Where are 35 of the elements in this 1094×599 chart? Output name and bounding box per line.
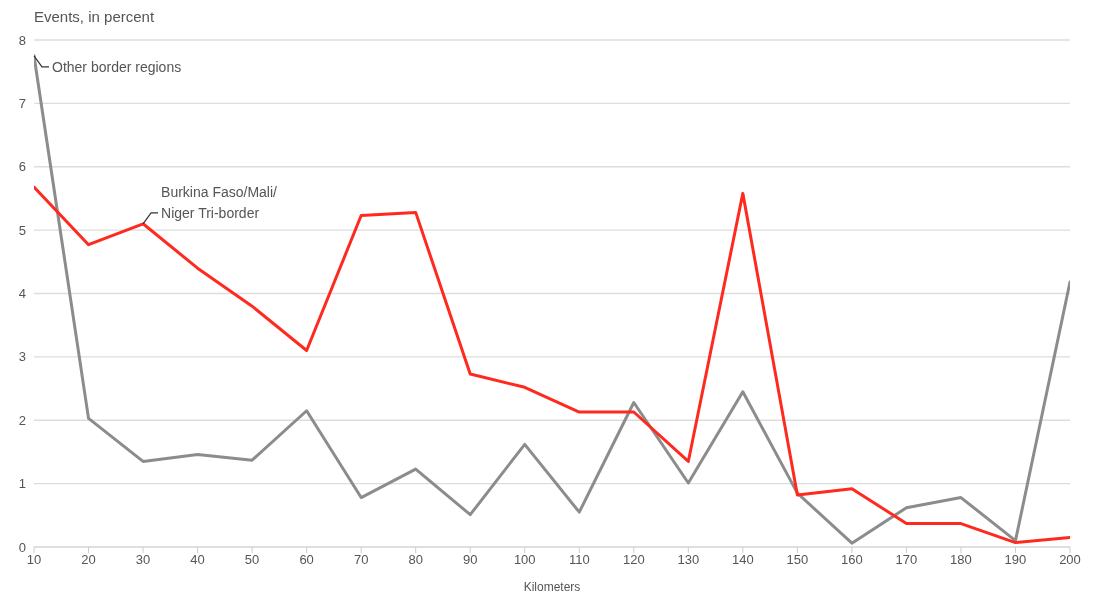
x-tick-label: 100 — [513, 552, 536, 568]
x-axis-title: Kilometers — [523, 580, 581, 594]
x-tick-label: 70 — [353, 552, 369, 568]
x-tick-label: 30 — [135, 552, 151, 568]
x-tick-label: 160 — [841, 552, 863, 568]
y-axis-title: Events, in percent — [34, 8, 155, 25]
x-tick-label: 190 — [1004, 552, 1027, 568]
line-series — [34, 185, 1070, 545]
x-tick-label: 10 — [26, 552, 42, 568]
y-tick-label: 6 — [18, 159, 26, 175]
x-tick-label: 110 — [568, 552, 590, 568]
y-tick-label: 5 — [18, 222, 26, 238]
y-tick-label: 8 — [18, 32, 26, 48]
annotation: Burkina Faso/Mali/Niger Tri-border — [161, 183, 278, 221]
x-tick-label: 120 — [622, 552, 645, 568]
y-tick-label: 3 — [18, 349, 26, 365]
x-tick-label: 150 — [786, 552, 809, 568]
annotation: Other border regions — [52, 58, 182, 75]
x-tick-label: 20 — [81, 552, 96, 568]
x-tick-label: 40 — [190, 552, 205, 568]
y-tick-label: 1 — [18, 476, 26, 492]
y-tick-label: 7 — [18, 95, 26, 111]
x-tick-label: 140 — [731, 552, 754, 568]
x-tick-label: 80 — [408, 552, 423, 568]
x-tick-label: 60 — [299, 552, 314, 568]
x-tick-label: 130 — [677, 552, 700, 568]
y-tick-label: 2 — [18, 412, 26, 428]
x-tick-label: 50 — [244, 552, 260, 568]
x-tick-label: 170 — [895, 552, 918, 568]
y-tick-label: 4 — [18, 286, 26, 302]
y-tick-label: 0 — [18, 539, 26, 555]
line-series — [34, 54, 1070, 545]
x-tick-label: 90 — [462, 552, 478, 568]
x-tick-label: 180 — [950, 552, 972, 568]
x-tick-label: 200 — [1059, 552, 1081, 568]
